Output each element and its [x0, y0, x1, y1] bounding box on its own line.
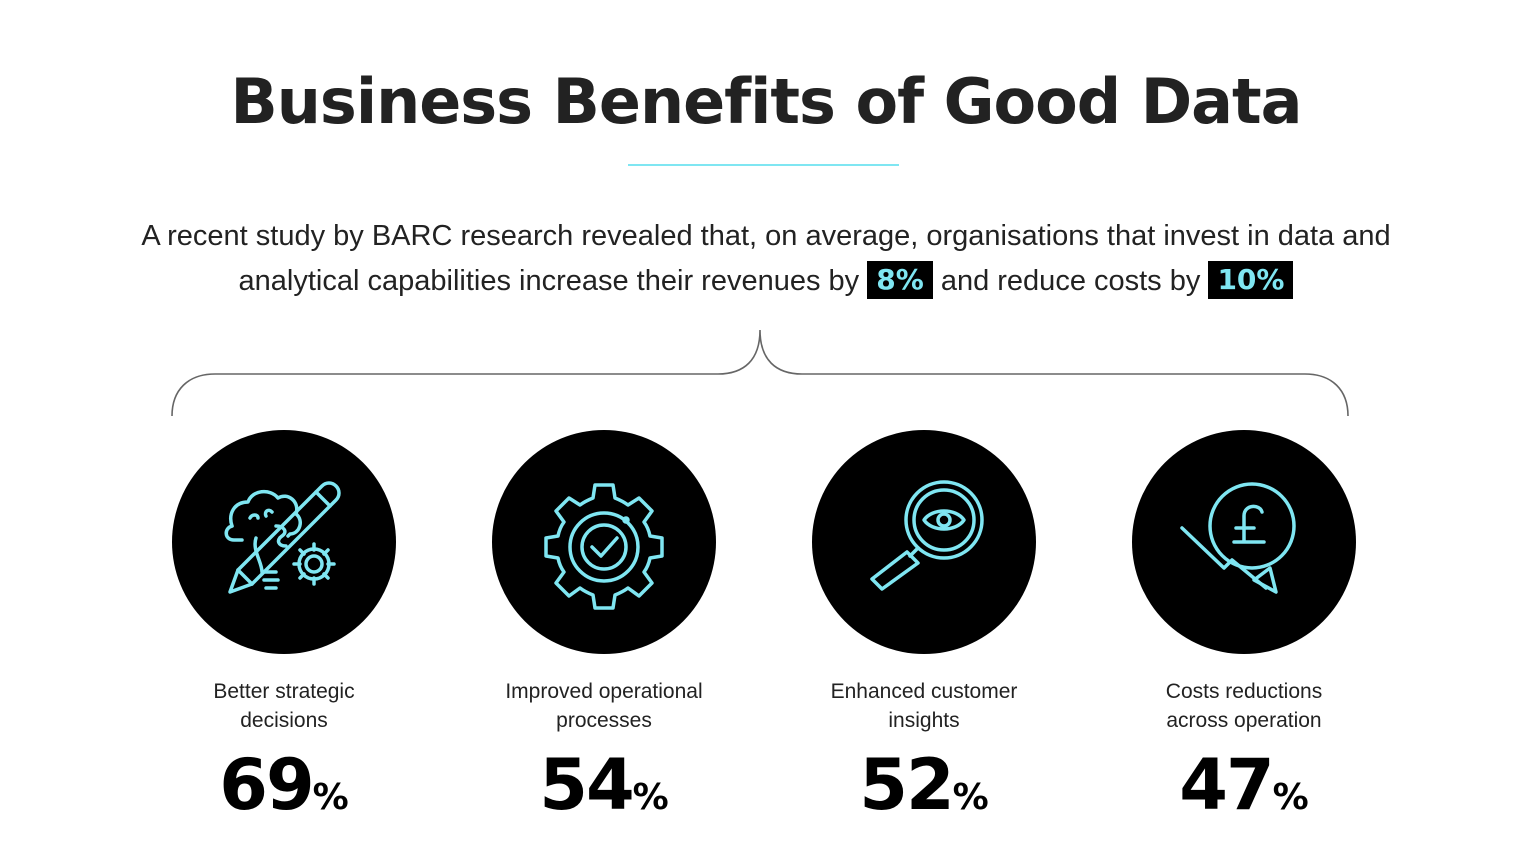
intro-paragraph: A recent study by BARC research revealed…: [120, 214, 1412, 304]
benefit-stat: 47%: [1084, 745, 1404, 844]
benefit-icon-circle: [172, 430, 396, 654]
benefit-label: Costs reductions across operation: [1084, 677, 1404, 735]
intro-text-part1: A recent study by BARC research revealed…: [141, 220, 1391, 297]
benefit-label-line2: insights: [888, 709, 960, 732]
benefit-stat: 52%: [764, 745, 1084, 844]
benefit-label-line1: Better strategic: [213, 680, 355, 703]
benefit-stat-value: 47: [1179, 744, 1274, 826]
idea-pencil-gear-icon: [224, 481, 341, 594]
benefit-icon-circle: [492, 430, 716, 654]
title-underline: [628, 164, 899, 166]
gear-check-icon: [544, 483, 664, 610]
benefit-stat: 69%: [124, 745, 444, 844]
benefit-stat-unit: %: [632, 777, 669, 818]
intro-text-part2: and reduce costs by: [940, 265, 1201, 297]
benefit-label-line1: Improved operational: [505, 680, 703, 703]
revenue-increase-badge: 8%: [867, 261, 933, 299]
benefit-stat-value: 69: [219, 744, 314, 826]
benefit-label-line1: Costs reductions: [1165, 680, 1323, 703]
pound-down-arrow-icon: [1180, 482, 1296, 594]
benefit-label-line1: Enhanced customer: [830, 680, 1018, 703]
benefit-stat-value: 52: [859, 744, 954, 826]
benefit-label: Enhanced customer insights: [764, 677, 1084, 735]
benefit-icon-circle: [1132, 430, 1356, 654]
magnifier-eye-icon: [870, 480, 984, 591]
benefit-label: Better strategic decisions: [124, 677, 444, 735]
benefit-label-line2: decisions: [240, 709, 328, 732]
benefit-stat: 54%: [444, 745, 764, 844]
benefit-label-line2: processes: [556, 709, 652, 732]
benefit-label: Improved operational processes: [444, 677, 764, 735]
cost-reduction-badge: 10%: [1208, 261, 1294, 299]
benefit-stat-unit: %: [1272, 777, 1309, 818]
benefit-label-line2: across operation: [1166, 709, 1322, 732]
benefit-icon-circle: [812, 430, 1036, 654]
page-title: Business Benefits of Good Data: [230, 65, 1303, 138]
benefit-stat-unit: %: [952, 777, 989, 818]
benefit-stat-unit: %: [312, 777, 349, 818]
benefit-stat-value: 54: [539, 744, 634, 826]
